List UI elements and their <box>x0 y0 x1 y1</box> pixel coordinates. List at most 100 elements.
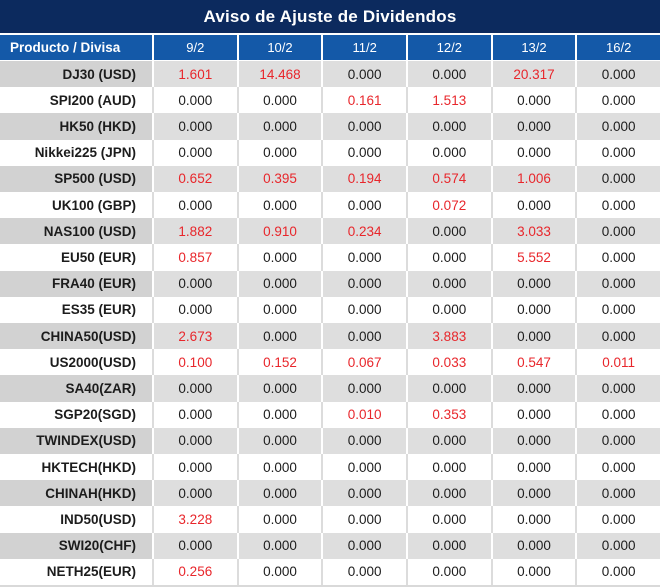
value-cell: 0.152 <box>238 349 322 376</box>
value-cell: 0.000 <box>577 218 660 245</box>
value-cell: 0.010 <box>323 401 406 428</box>
value-cell: 14.468 <box>238 61 322 88</box>
table-row: US2000(USD) 0.100 0.152 0.067 0.033 0.54… <box>0 349 660 376</box>
product-cell: IND50(USD) <box>0 506 152 533</box>
table-row: CHINA50(USD) 2.673 0.000 0.000 3.883 0.0… <box>0 323 660 350</box>
value-cell: 0.000 <box>154 192 237 219</box>
value-cell: 0.000 <box>154 532 237 559</box>
value-cell: 0.000 <box>492 506 576 533</box>
value-cell: 0.000 <box>577 558 660 586</box>
table-row: DJ30 (USD) 1.601 14.468 0.000 0.000 20.3… <box>0 61 660 88</box>
value-cell: 1.601 <box>154 61 237 88</box>
table-row: TWINDEX(USD) 0.000 0.000 0.000 0.000 0.0… <box>0 427 660 455</box>
value-cell: 0.234 <box>323 218 406 245</box>
value-cell: 0.000 <box>238 401 322 428</box>
column-header-date-4: 12/2 <box>407 35 491 60</box>
value-cell: 0.033 <box>407 349 491 376</box>
value-cell: 0.910 <box>238 218 322 245</box>
value-cell: 0.000 <box>407 454 491 481</box>
value-cell: 0.000 <box>577 244 660 271</box>
table-row: SWI20(CHF) 0.000 0.000 0.000 0.000 0.000… <box>0 532 660 559</box>
table-row: UK100 (GBP) 0.000 0.000 0.000 0.072 0.00… <box>0 192 660 219</box>
value-cell: 0.000 <box>323 427 406 455</box>
value-cell: 0.353 <box>407 401 491 428</box>
table-row: FRA40 (EUR) 0.000 0.000 0.000 0.000 0.00… <box>0 270 660 297</box>
table-row: ES35 (EUR) 0.000 0.000 0.000 0.000 0.000… <box>0 296 660 324</box>
value-cell: 0.000 <box>154 401 237 428</box>
product-cell: ES35 (EUR) <box>0 296 152 324</box>
product-cell: NAS100 (USD) <box>0 218 152 245</box>
value-cell: 0.000 <box>238 375 322 402</box>
value-cell: 0.000 <box>407 113 491 140</box>
value-cell: 0.000 <box>407 506 491 533</box>
product-cell: SP500 (USD) <box>0 165 152 193</box>
table-bottom-border <box>0 585 660 587</box>
value-cell: 0.000 <box>154 270 237 297</box>
value-cell: 0.000 <box>492 401 576 428</box>
value-cell: 0.000 <box>492 323 576 350</box>
value-cell: 0.000 <box>577 87 660 114</box>
value-cell: 0.000 <box>407 244 491 271</box>
value-cell: 3.228 <box>154 506 237 533</box>
value-cell: 3.033 <box>492 218 576 245</box>
value-cell: 0.000 <box>323 558 406 586</box>
product-cell: SA40(ZAR) <box>0 375 152 402</box>
value-cell: 0.000 <box>407 532 491 559</box>
value-cell: 0.000 <box>238 244 322 271</box>
value-cell: 0.000 <box>154 139 237 166</box>
value-cell: 0.161 <box>323 87 406 114</box>
value-cell: 0.000 <box>492 139 576 166</box>
value-cell: 0.574 <box>407 165 491 193</box>
value-cell: 0.000 <box>407 558 491 586</box>
product-cell: CHINA50(USD) <box>0 323 152 350</box>
value-cell: 0.000 <box>407 296 491 324</box>
value-cell: 0.000 <box>577 375 660 402</box>
value-cell: 0.000 <box>238 296 322 324</box>
value-cell: 0.000 <box>238 558 322 586</box>
value-cell: 0.000 <box>492 192 576 219</box>
table-row: HK50 (HKD) 0.000 0.000 0.000 0.000 0.000… <box>0 113 660 140</box>
value-cell: 0.395 <box>238 165 322 193</box>
value-cell: 0.000 <box>407 218 491 245</box>
value-cell: 0.000 <box>323 113 406 140</box>
column-header-product: Producto / Divisa <box>0 35 152 60</box>
value-cell: 0.000 <box>323 506 406 533</box>
value-cell: 0.000 <box>577 113 660 140</box>
value-cell: 0.000 <box>407 61 491 88</box>
value-cell: 0.000 <box>492 270 576 297</box>
value-cell: 0.000 <box>577 454 660 481</box>
value-cell: 0.000 <box>323 480 406 507</box>
page-title: Aviso de Ajuste de Dividendos <box>203 6 457 26</box>
value-cell: 0.000 <box>577 61 660 88</box>
value-cell: 1.513 <box>407 87 491 114</box>
value-cell: 0.000 <box>154 296 237 324</box>
product-cell: HK50 (HKD) <box>0 113 152 140</box>
value-cell: 0.000 <box>577 139 660 166</box>
product-cell: SWI20(CHF) <box>0 532 152 559</box>
value-cell: 0.000 <box>238 113 322 140</box>
value-cell: 0.000 <box>238 192 322 219</box>
table-body: DJ30 (USD) 1.601 14.468 0.000 0.000 20.3… <box>0 60 660 586</box>
value-cell: 0.000 <box>238 506 322 533</box>
table-row: IND50(USD) 3.228 0.000 0.000 0.000 0.000… <box>0 506 660 533</box>
value-cell: 0.000 <box>238 270 322 297</box>
value-cell: 0.000 <box>492 113 576 140</box>
table-row: SGP20(SGD) 0.000 0.000 0.010 0.353 0.000… <box>0 401 660 428</box>
value-cell: 0.652 <box>154 165 237 193</box>
value-cell: 0.000 <box>577 296 660 324</box>
product-cell: US2000(USD) <box>0 349 152 376</box>
value-cell: 0.000 <box>577 532 660 559</box>
product-cell: NETH25(EUR) <box>0 558 152 586</box>
value-cell: 0.000 <box>492 532 576 559</box>
column-header-date-2: 10/2 <box>238 35 322 60</box>
product-cell: FRA40 (EUR) <box>0 270 152 297</box>
value-cell: 0.857 <box>154 244 237 271</box>
table-row: SP500 (USD) 0.652 0.395 0.194 0.574 1.00… <box>0 165 660 193</box>
value-cell: 0.000 <box>238 480 322 507</box>
value-cell: 0.000 <box>492 296 576 324</box>
value-cell: 0.000 <box>577 323 660 350</box>
value-cell: 0.547 <box>492 349 576 376</box>
value-cell: 0.000 <box>577 506 660 533</box>
value-cell: 0.000 <box>238 323 322 350</box>
